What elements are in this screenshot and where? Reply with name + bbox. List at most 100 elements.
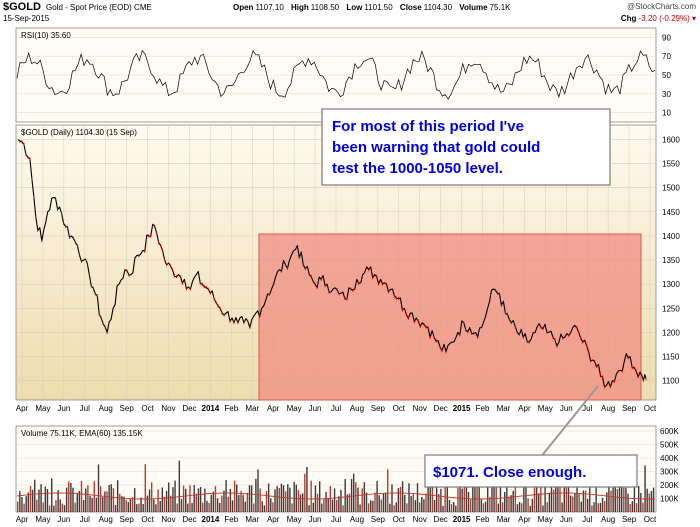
x-tick-label: Dec — [434, 404, 448, 413]
x-tick-label-bottom: Aug — [99, 515, 113, 524]
volume-bar — [367, 503, 370, 512]
volume-bar — [642, 502, 644, 512]
callout-warning-line-3: test the 1000-1050 level. — [332, 160, 503, 177]
x-tick-label-bottom: May — [538, 515, 553, 524]
volume-bar — [250, 485, 253, 512]
volume-bar — [110, 484, 112, 512]
volume-bar — [187, 503, 189, 512]
volume-tick-label: 300K — [660, 468, 679, 477]
volume-bar — [427, 471, 429, 512]
callout-warning-line-1: For most of this period I've — [332, 118, 524, 135]
volume-bar — [48, 505, 51, 512]
x-tick-label-bottom: Feb — [224, 515, 238, 524]
copyright-label: @StockCharts.com — [626, 2, 696, 11]
volume-bar — [416, 483, 419, 512]
x-tick-label-bottom: Jun — [309, 515, 322, 524]
volume-bar — [644, 465, 646, 512]
rsi-panel-label: RSI(10) 35.60 — [21, 31, 71, 40]
volume-bar — [529, 505, 531, 512]
price-tick-label: 1400 — [662, 232, 680, 241]
volume-bar — [42, 502, 44, 512]
x-tick-label-bottom: Dec — [434, 515, 448, 524]
volume-bar — [580, 501, 582, 512]
x-tick-label: Apr — [16, 404, 29, 413]
volume-bar — [331, 499, 334, 512]
volume-bar — [89, 495, 91, 512]
x-tick-label: Oct — [393, 404, 406, 413]
volume-bar — [312, 502, 315, 512]
volume-bar — [76, 492, 78, 512]
volume-bar — [257, 469, 259, 512]
volume-bar — [652, 487, 655, 512]
volume-bar — [489, 496, 491, 512]
volume-bar — [555, 485, 557, 512]
volume-bar — [138, 503, 140, 512]
x-tick-label: Jun — [309, 404, 322, 413]
volume-bar — [270, 498, 272, 512]
volume-bar — [165, 491, 168, 512]
volume-bar — [552, 489, 555, 512]
volume-bar — [387, 469, 389, 512]
x-tick-label-bottom: Oct — [141, 515, 154, 524]
volume-bar — [401, 481, 404, 512]
volume-bar — [452, 502, 455, 512]
volume-bar — [31, 489, 34, 512]
x-tick-label: May — [35, 404, 50, 413]
x-tick-label-bottom: Jul — [331, 515, 341, 524]
volume-bar — [480, 499, 483, 512]
callout-close-enough-text: $1071. Close enough. — [433, 464, 586, 481]
volume-bar — [38, 489, 40, 512]
volume-bar — [231, 500, 234, 512]
volume-bar — [144, 464, 146, 512]
volume-bar — [293, 481, 295, 512]
volume-bar — [378, 495, 380, 512]
x-tick-label: Mar — [245, 404, 259, 413]
volume-bar — [348, 493, 351, 512]
x-tick-label-bottom: Sep — [120, 515, 135, 524]
volume-bar — [119, 493, 121, 512]
volume-bar — [569, 495, 572, 512]
volume-bar — [342, 505, 344, 512]
volume-bar — [540, 480, 542, 512]
volume-bar — [535, 480, 538, 512]
volume-bar — [329, 486, 332, 512]
volume-bar — [346, 494, 349, 512]
volume-bar — [129, 498, 132, 512]
volume-bar — [455, 505, 457, 512]
volume-bar — [627, 493, 629, 512]
callout-warning-line-2: been warning that gold could — [332, 139, 540, 156]
volume-bar — [82, 500, 85, 512]
volume-bar — [57, 490, 59, 512]
volume-bar — [565, 482, 568, 512]
volume-bar — [559, 485, 561, 512]
volume-bar — [589, 484, 591, 512]
volume-bar — [472, 480, 474, 512]
x-tick-label: Jul — [331, 404, 341, 413]
volume-bar — [631, 501, 634, 512]
price-tick-label: 1200 — [662, 328, 680, 337]
x-tick-label-bottom: 2014 — [202, 515, 220, 524]
volume-bar — [182, 485, 185, 512]
volume-bar — [523, 484, 525, 512]
volume-bar — [85, 488, 87, 512]
volume-bar — [163, 496, 166, 512]
volume-bar — [542, 505, 544, 512]
volume-bar — [248, 485, 251, 512]
volume-bar — [336, 499, 338, 512]
volume-bar — [459, 482, 461, 512]
volume-bar — [25, 496, 27, 512]
volume-bar — [544, 482, 546, 512]
volume-bar — [65, 487, 68, 512]
volume-bar — [429, 483, 431, 512]
volume-bar — [253, 503, 255, 512]
volume-bar — [272, 502, 274, 512]
volume-bar — [372, 500, 374, 512]
volume-bar — [469, 499, 472, 512]
volume-bar — [629, 504, 631, 512]
x-tick-label-bottom: Nov — [161, 515, 175, 524]
volume-bar — [550, 483, 553, 512]
volume-bar — [99, 486, 102, 512]
instrument-description: Gold - Spot Price (EOD) CME — [46, 3, 152, 12]
volume-bar — [289, 487, 291, 512]
